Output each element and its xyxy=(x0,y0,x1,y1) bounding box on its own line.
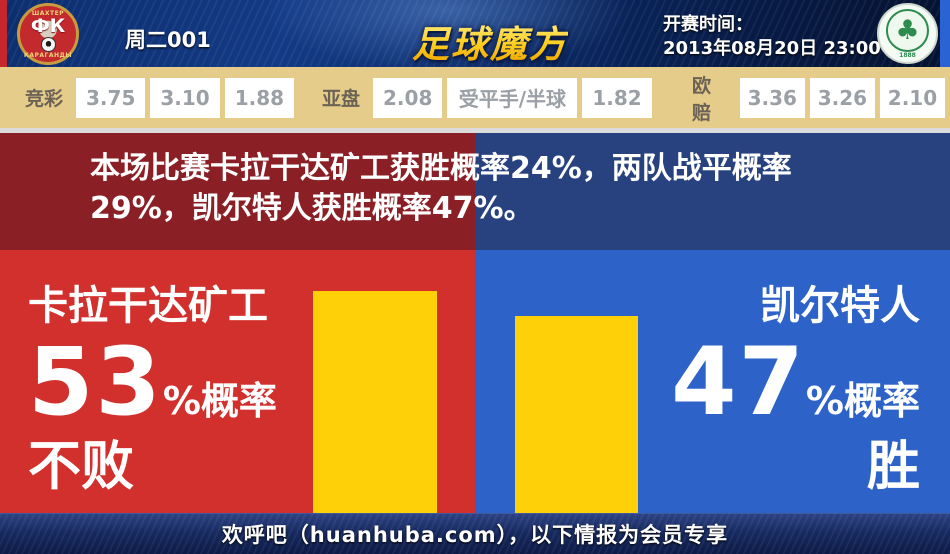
home-badge-top-text: ШАХТЕР xyxy=(31,9,65,17)
summary-home-background xyxy=(0,133,475,250)
home-team-badge: ШАХТЕР ФК КАРАГАНДЫ xyxy=(17,3,79,65)
home-badge-bottom-text: КАРАГАНДЫ xyxy=(23,51,73,59)
odds-group-oupei: 欧赔 3.36 3.26 2.10 xyxy=(692,67,950,128)
header: ШАХТЕР ФК КАРАГАНДЫ 周二001 足球魔方 开赛时间： 201… xyxy=(0,0,950,67)
summary-away-background xyxy=(475,133,950,250)
home-prediction-block: 卡拉干达矿工 53%概率 不败 xyxy=(28,250,277,495)
home-badge-initials: ФК xyxy=(30,14,66,37)
divider xyxy=(0,128,950,133)
odds-value: 3.10 xyxy=(150,77,220,118)
summary-line-1: 本场比赛卡拉干达矿工获胜概率24%，两队战平概率 xyxy=(90,151,792,186)
home-percent-line: 53%概率 xyxy=(28,335,277,431)
odds-label-jingcai: 竞彩 xyxy=(25,88,64,110)
away-probability-bar xyxy=(515,316,638,513)
match-code: 周二001 xyxy=(125,28,211,52)
site-logo[interactable]: 足球魔方 xyxy=(412,14,568,67)
odds-group-yapan: 亚盘 2.08 受平手/半球 1.82 xyxy=(322,67,657,128)
kickoff-label: 开赛时间： xyxy=(663,14,753,35)
away-percent-suffix: %概率 xyxy=(805,379,920,423)
home-team-name: 卡拉干达矿工 xyxy=(28,283,268,329)
away-outcome: 胜 xyxy=(867,436,920,497)
clover-icon: ♣ xyxy=(895,14,920,46)
soccer-ball-icon xyxy=(40,36,56,52)
footer-bar: 欢呼吧（huanhuba.com），以下情报为会员专享 xyxy=(0,513,950,554)
odds-value: 2.08 xyxy=(373,77,443,118)
handicap-value: 受平手/半球 xyxy=(447,77,578,118)
right-edge-stripe xyxy=(940,0,950,67)
home-outcome: 不败 xyxy=(28,436,134,497)
summary-text: 本场比赛卡拉干达矿工获胜概率24%，两队战平概率 29%，凯尔特人获胜概率47%… xyxy=(90,149,870,229)
odds-value: 3.36 xyxy=(739,77,805,118)
kickoff-time: 2013年08月20日 23:00 xyxy=(663,38,881,59)
odds-group-jingcai: 竞彩 3.75 3.10 1.88 xyxy=(25,67,299,128)
home-percent-value: 53 xyxy=(28,328,163,437)
footer-text: 欢呼吧（huanhuba.com），以下情报为会员专享 xyxy=(221,523,729,547)
away-prediction-block: 凯尔特人 47%概率 胜 xyxy=(671,250,920,495)
odds-label-oupei: 欧赔 xyxy=(692,74,712,124)
prediction-main: 卡拉干达矿工 53%概率 不败 凯尔特人 47%概率 胜 xyxy=(0,250,950,513)
odds-value: 1.82 xyxy=(582,77,652,118)
away-percent-value: 47 xyxy=(671,328,806,437)
prediction-summary: 本场比赛卡拉干达矿工获胜概率24%，两队战平概率 29%，凯尔特人获胜概率47%… xyxy=(0,133,950,250)
odds-bar: 竞彩 3.75 3.10 1.88 亚盘 2.08 受平手/半球 1.82 欧赔… xyxy=(0,67,950,128)
odds-value: 3.75 xyxy=(76,77,146,118)
odds-value: 3.26 xyxy=(809,77,875,118)
left-edge-stripe xyxy=(0,0,7,67)
away-badge-ring: ♣ xyxy=(886,8,929,52)
odds-value: 1.88 xyxy=(224,77,295,118)
away-badge-year: 1888 xyxy=(899,51,916,59)
home-probability-bar xyxy=(313,291,437,513)
away-team-badge: ♣ 1888 xyxy=(877,3,938,64)
home-percent-suffix: %概率 xyxy=(162,379,277,423)
odds-label-yapan: 亚盘 xyxy=(322,88,361,110)
away-team-name: 凯尔特人 xyxy=(760,283,920,329)
away-percent-line: 47%概率 xyxy=(671,335,920,431)
kickoff-time-block: 开赛时间： 2013年08月20日 23:00 xyxy=(663,13,881,61)
summary-line-2: 29%，凯尔特人获胜概率47%。 xyxy=(90,191,534,226)
odds-value: 2.10 xyxy=(879,77,946,118)
